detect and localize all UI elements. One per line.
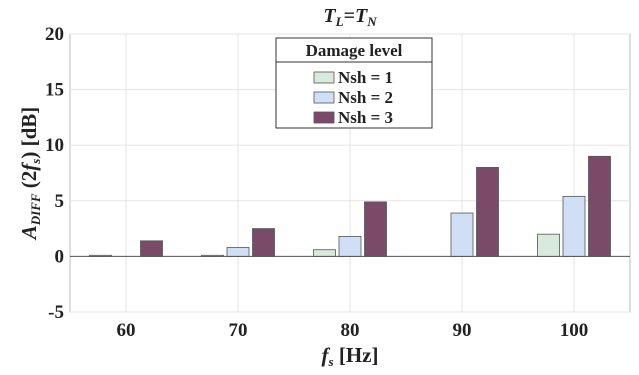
bar	[588, 155, 611, 257]
x-tick-label: 70	[229, 320, 248, 341]
legend-swatch	[313, 91, 335, 104]
y-tick-labels: 20 15 10 5 0 -5	[45, 24, 64, 323]
bars-layer	[89, 155, 611, 257]
y-tick-label: 20	[45, 24, 64, 45]
chart-title: TL=TN	[323, 5, 377, 29]
bar	[252, 228, 275, 257]
legend-swatch	[313, 71, 335, 84]
x-tick-label: 60	[117, 320, 136, 341]
y-tick-label: 0	[55, 246, 65, 267]
legend-label: Nsh = 2	[338, 88, 393, 107]
bar	[338, 235, 362, 257]
x-tick-label: 90	[453, 320, 472, 341]
bar	[476, 167, 499, 257]
x-tick-labels: 60 70 80 90 100	[117, 320, 589, 341]
y-axis-label: ADIFF (2fs) [dB]	[17, 107, 43, 242]
bar	[537, 233, 560, 257]
bar	[450, 212, 474, 257]
y-tick-label: 15	[45, 80, 64, 101]
x-tick-label: 100	[560, 320, 589, 341]
bar	[313, 249, 336, 257]
bar	[562, 195, 586, 257]
legend-title: Damage level	[306, 41, 403, 60]
x-tick-label: 80	[341, 320, 360, 341]
legend-box	[275, 37, 433, 129]
bar	[140, 240, 163, 257]
x-axis-label: fs [Hz]	[322, 343, 379, 369]
legend-label: Nsh = 1	[338, 68, 393, 87]
bar	[226, 247, 250, 257]
y-tick-label: 5	[55, 191, 65, 212]
legend-label: Nsh = 3	[338, 108, 393, 127]
bar	[364, 201, 387, 257]
legend-swatch	[313, 111, 335, 124]
y-tick-label: 10	[45, 135, 64, 156]
y-tick-label: -5	[48, 302, 64, 323]
